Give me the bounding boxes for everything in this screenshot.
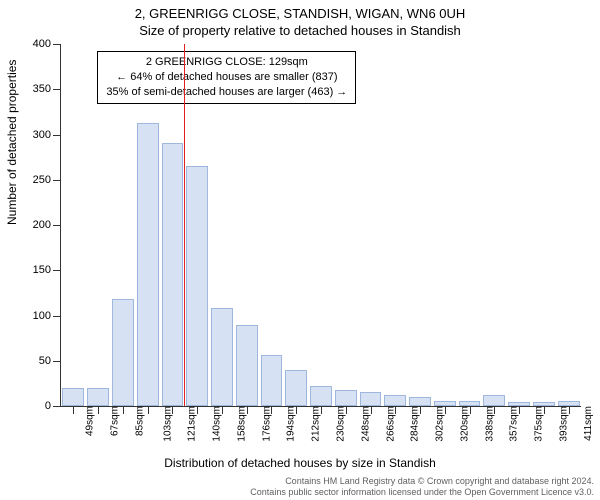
histogram-bar [137,123,159,406]
x-tick-label: 338sqm [480,406,495,442]
x-tick [569,406,570,414]
x-tick [544,406,545,414]
x-tick [494,406,495,414]
x-tick [346,406,347,414]
histogram-bar [87,388,109,406]
x-tick [395,406,396,414]
x-tick-label: 158sqm [232,406,247,442]
y-tick-label: 300 [33,129,61,141]
x-tick [271,406,272,414]
x-tick [445,406,446,414]
x-tick-label: 230sqm [331,406,346,442]
x-tick [172,406,173,414]
x-tick-label: 67sqm [106,406,121,436]
histogram-bar [162,143,184,406]
footer-line-1: Contains HM Land Registry data © Crown c… [250,476,594,487]
histogram-bar [285,370,307,406]
histogram-bar [261,355,283,406]
title-line-2: Size of property relative to detached ho… [0,21,600,38]
x-tick-label: 140sqm [207,406,222,442]
x-tick-label: 176sqm [257,406,272,442]
x-axis-title: Distribution of detached houses by size … [0,456,600,470]
histogram-bar [186,166,208,406]
x-tick-label: 248sqm [356,406,371,442]
footer-line-2: Contains public sector information licen… [250,487,594,498]
histogram-bar [211,308,233,406]
histogram-bar [335,390,357,406]
histogram-bar [236,325,258,406]
histogram-bar [409,397,431,406]
annotation-line-2: ← 64% of detached houses are smaller (83… [106,70,347,85]
annotation-box: 2 GREENRIGG CLOSE: 129sqm ← 64% of detac… [97,51,356,104]
x-tick-label: 320sqm [455,406,470,442]
x-tick-label: 284sqm [406,406,421,442]
annotation-line-3: 35% of semi-detached houses are larger (… [106,85,347,100]
histogram-bar [360,392,382,406]
x-tick [73,406,74,414]
y-tick-label: 0 [45,400,61,412]
x-tick-label: 85sqm [130,406,145,436]
x-tick-label: 266sqm [381,406,396,442]
plot-area: 2 GREENRIGG CLOSE: 129sqm ← 64% of detac… [60,44,581,407]
x-tick-label: 194sqm [282,406,297,442]
y-axis-title: Number of detached properties [5,60,19,225]
x-tick-label: 121sqm [183,406,198,442]
histogram-bar [62,388,84,406]
x-tick [519,406,520,414]
y-tick-label: 50 [39,355,61,367]
x-tick [222,406,223,414]
y-tick-label: 150 [33,264,61,276]
x-tick [371,406,372,414]
x-tick [98,406,99,414]
histogram-bar [112,299,134,406]
x-tick [247,406,248,414]
x-tick-label: 103sqm [158,406,173,442]
x-tick [470,406,471,414]
x-tick-label: 411sqm [579,406,594,441]
x-tick [321,406,322,414]
y-tick-label: 400 [33,38,61,50]
y-tick-label: 350 [33,83,61,95]
x-tick-label: 357sqm [505,406,520,442]
x-tick [148,406,149,414]
x-tick [123,406,124,414]
x-tick [296,406,297,414]
annotation-line-1: 2 GREENRIGG CLOSE: 129sqm [106,55,347,70]
footer-attribution: Contains HM Land Registry data © Crown c… [250,476,594,498]
x-tick-label: 302sqm [430,406,445,442]
x-tick [420,406,421,414]
y-tick-label: 100 [33,310,61,322]
histogram-bar [483,395,505,406]
y-tick-label: 200 [33,219,61,231]
x-tick-label: 212sqm [307,406,322,442]
y-tick-label: 250 [33,174,61,186]
reference-line [184,44,185,406]
x-tick [197,406,198,414]
title-line-1: 2, GREENRIGG CLOSE, STANDISH, WIGAN, WN6… [0,0,600,21]
x-tick-label: 49sqm [81,406,96,436]
x-tick-label: 375sqm [529,406,544,442]
x-tick-label: 393sqm [554,406,569,442]
histogram-bar [384,395,406,406]
histogram-bar [310,386,332,406]
